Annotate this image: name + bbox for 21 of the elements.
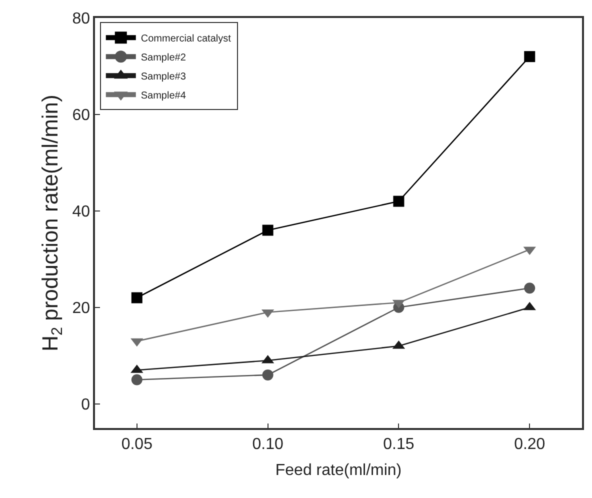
y-tick-label: 40 xyxy=(72,204,90,221)
x-tick-label: 0.20 xyxy=(514,436,546,453)
x-tick-label: 0.15 xyxy=(383,436,414,453)
point xyxy=(131,374,142,386)
point xyxy=(524,51,536,62)
y-tick-label: 60 xyxy=(72,107,90,124)
point xyxy=(393,196,404,207)
x-tick-label: 0.10 xyxy=(252,436,284,453)
point xyxy=(262,369,274,380)
legend-label: Sample#3 xyxy=(140,72,186,82)
x-tick-label: 0.05 xyxy=(121,436,153,453)
point xyxy=(131,292,142,304)
y-tick-label: 20 xyxy=(72,300,90,318)
x-axis-title: Feed rate(ml/min) xyxy=(275,462,402,480)
legend-label: Commercial catalyst xyxy=(140,34,232,44)
point xyxy=(524,282,536,294)
point xyxy=(262,224,274,236)
legend-label: Sample#2 xyxy=(140,52,186,64)
legend-label: Sample#4 xyxy=(140,90,186,102)
y-tick-label: 0 xyxy=(81,396,90,414)
y-tick-label: 80 xyxy=(72,10,90,28)
